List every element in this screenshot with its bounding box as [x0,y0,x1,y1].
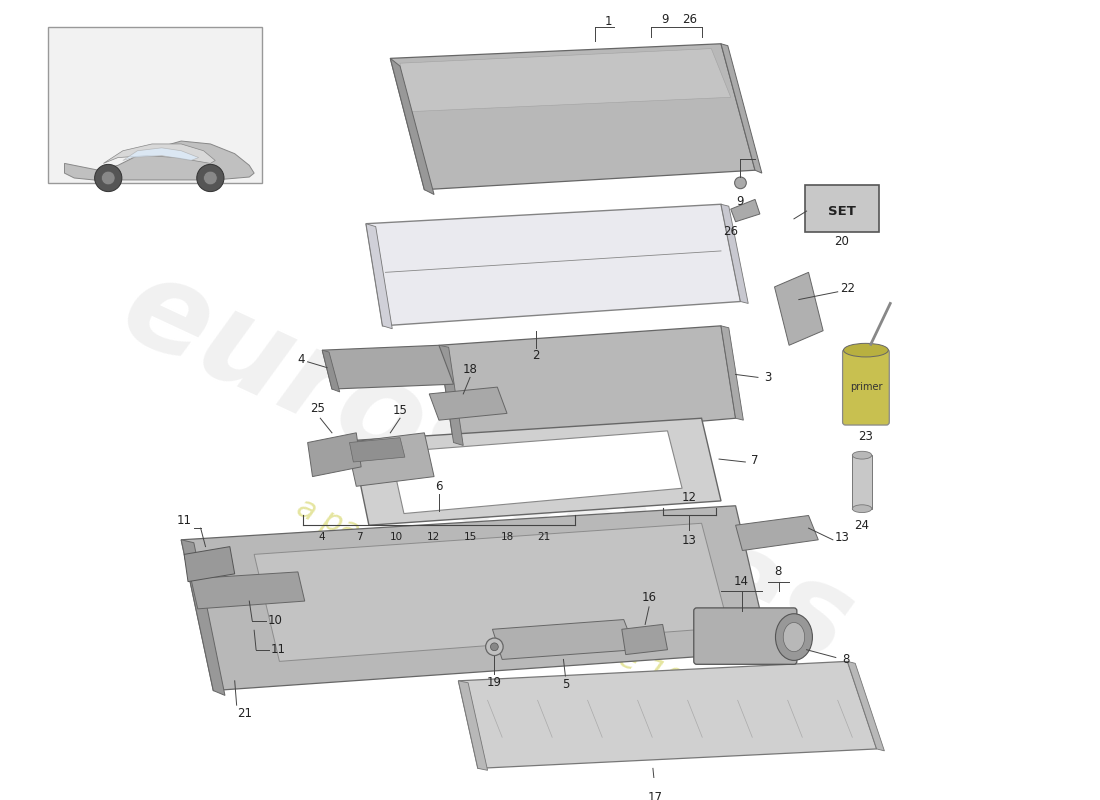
Text: a passion for parts since 1985: a passion for parts since 1985 [292,493,722,714]
FancyBboxPatch shape [805,185,879,233]
Polygon shape [254,523,729,662]
Polygon shape [366,204,740,326]
Ellipse shape [852,505,872,513]
Circle shape [95,164,122,192]
Circle shape [735,177,746,189]
Text: 11: 11 [271,643,286,656]
Polygon shape [400,49,730,112]
Text: 1: 1 [604,15,612,28]
Circle shape [197,164,224,192]
Text: 18: 18 [463,363,477,376]
Text: 22: 22 [840,282,855,295]
Polygon shape [322,346,453,389]
Polygon shape [493,619,636,659]
Bar [852,455,872,509]
FancyBboxPatch shape [48,27,262,183]
Text: eurospares: eurospares [103,245,871,689]
Polygon shape [390,44,755,190]
Text: 18: 18 [500,532,514,542]
Text: 8: 8 [774,566,782,578]
Polygon shape [720,44,762,173]
Text: 9: 9 [661,13,669,26]
Polygon shape [350,438,405,462]
Polygon shape [191,572,305,609]
Text: primer: primer [849,382,882,392]
Polygon shape [182,506,770,690]
Text: 21: 21 [538,532,551,542]
Text: 4: 4 [319,532,326,542]
Polygon shape [184,546,234,582]
Polygon shape [736,515,818,550]
Text: 26: 26 [723,225,738,238]
Text: 12: 12 [681,491,696,505]
Polygon shape [847,662,884,751]
Polygon shape [351,418,720,526]
Text: 11: 11 [177,514,191,527]
Polygon shape [720,204,748,303]
Text: 12: 12 [427,532,440,542]
Circle shape [491,643,498,650]
Text: 10: 10 [268,614,283,627]
Text: 20: 20 [834,234,849,248]
Text: 14: 14 [734,575,749,588]
Text: 15: 15 [463,532,476,542]
Polygon shape [346,433,434,486]
Text: 21: 21 [236,707,252,721]
Text: 6: 6 [436,480,442,493]
Text: 17: 17 [648,791,662,800]
Text: 3: 3 [764,371,771,384]
Polygon shape [720,326,744,420]
Polygon shape [308,433,361,477]
Text: 5: 5 [562,678,569,691]
Polygon shape [439,326,736,442]
Polygon shape [103,144,216,163]
Circle shape [204,171,217,185]
Text: 4: 4 [297,354,305,366]
Polygon shape [621,625,668,654]
FancyBboxPatch shape [843,349,889,425]
Ellipse shape [844,343,889,357]
Circle shape [101,171,116,185]
Text: 25: 25 [310,402,324,415]
Polygon shape [429,387,507,420]
Polygon shape [459,662,877,768]
Text: 7: 7 [751,454,759,466]
Polygon shape [390,431,682,514]
Ellipse shape [776,614,813,661]
Polygon shape [65,141,254,183]
Polygon shape [182,540,225,695]
Text: 8: 8 [842,653,849,666]
Text: 13: 13 [835,531,850,544]
Text: 23: 23 [858,430,873,443]
Ellipse shape [852,451,872,459]
Text: 2: 2 [532,349,540,362]
Polygon shape [439,346,463,446]
Polygon shape [459,681,487,770]
Polygon shape [390,58,435,194]
Text: 16: 16 [641,590,657,604]
Text: 15: 15 [393,404,407,417]
Polygon shape [366,224,393,329]
Polygon shape [322,350,340,392]
Polygon shape [730,199,760,222]
Text: 7: 7 [356,532,363,542]
Ellipse shape [783,622,805,652]
Text: 13: 13 [682,534,696,547]
Text: 24: 24 [855,518,869,532]
Text: 26: 26 [682,13,697,26]
Polygon shape [123,148,199,161]
Circle shape [485,638,503,655]
FancyBboxPatch shape [694,608,796,664]
Text: 19: 19 [487,676,502,690]
Text: 10: 10 [389,532,403,542]
Text: SET: SET [827,205,856,218]
Text: 9: 9 [737,195,745,208]
Polygon shape [774,272,823,346]
